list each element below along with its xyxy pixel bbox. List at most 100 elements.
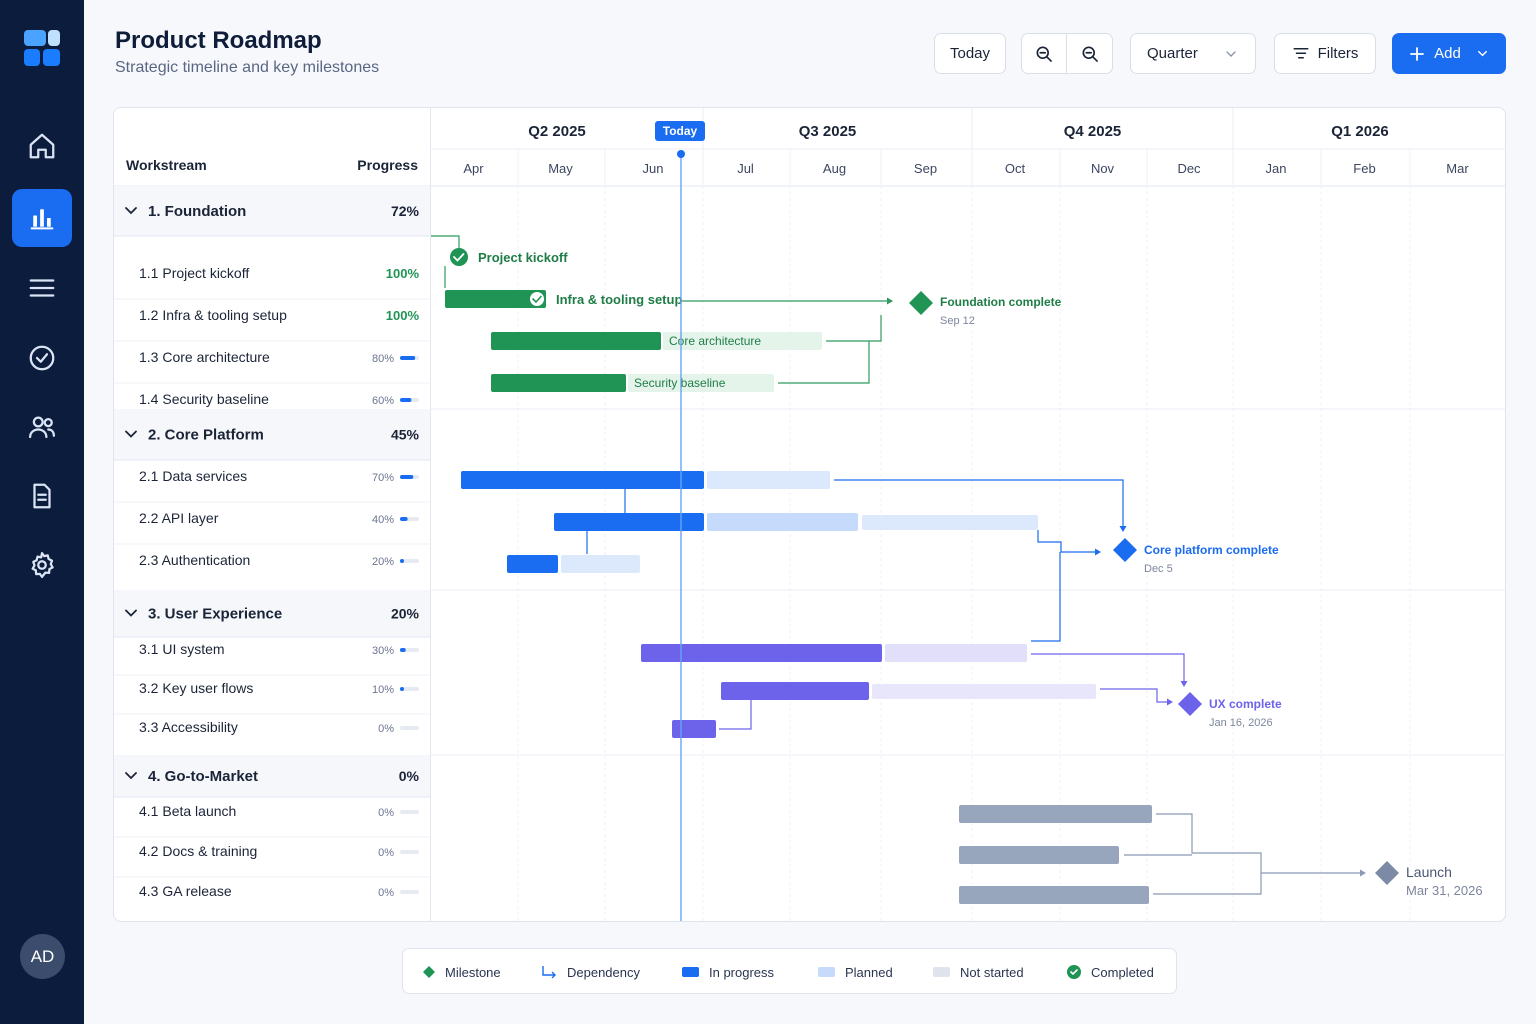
month-label: Feb [1353, 161, 1375, 176]
progress-fill [400, 559, 404, 563]
gantt-bar [672, 720, 716, 738]
task-label: 1.4 Security baseline [139, 391, 269, 407]
gantt-bar-planned [628, 374, 774, 392]
dependency-line [431, 235, 460, 248]
today-button[interactable]: Today [934, 33, 1006, 74]
group-row-bg [114, 409, 430, 460]
group-row-bg [114, 590, 430, 637]
nav-tasks[interactable] [12, 329, 72, 387]
milestone-label: Foundation complete [940, 295, 1062, 309]
legend-dependency: Dependency [541, 949, 640, 995]
gantt-bar-planned [872, 684, 1096, 699]
bar-label: Infra & tooling setup [556, 292, 682, 307]
group-row-bg [114, 755, 430, 797]
bar-label: Core architecture [669, 334, 761, 348]
list-icon [29, 279, 55, 297]
dependency-line [1031, 653, 1185, 681]
task-label: 3.1 UI system [139, 641, 225, 657]
task-progress: 40% [372, 514, 394, 526]
progress-fill [400, 356, 416, 360]
progress-track [400, 687, 419, 691]
group-row-bg [114, 186, 430, 236]
task-progress: 100% [386, 266, 420, 281]
check-circle-icon [1067, 965, 1081, 979]
task-label: 1.2 Infra & tooling setup [139, 307, 287, 323]
gantt-bar-planned [561, 555, 640, 573]
gantt-bar-planned [707, 471, 830, 489]
check-badge [530, 292, 544, 306]
gantt-bar-planned [862, 515, 1038, 530]
progress-track [400, 726, 419, 730]
chevron-down-icon [1226, 50, 1236, 57]
month-label: Oct [1005, 161, 1026, 176]
month-label: Jun [643, 161, 664, 176]
check-circle-icon [450, 248, 468, 266]
month-label: Aug [823, 161, 846, 176]
milestone-diamond [1375, 861, 1399, 885]
task-progress: 100% [386, 308, 420, 323]
gantt-bar [554, 513, 704, 531]
zoom-in-button[interactable] [1022, 34, 1068, 73]
period-select[interactable]: Quarter [1130, 33, 1256, 74]
quarter-label: Q1 2026 [1331, 123, 1389, 140]
gantt-bar-planned [663, 332, 822, 350]
nav-team[interactable] [12, 398, 72, 456]
user-avatar[interactable]: AD [20, 934, 65, 979]
progress-track [400, 850, 419, 854]
dependency-line [778, 341, 870, 384]
app-logo[interactable] [24, 30, 60, 66]
gantt-bar [445, 290, 546, 308]
task-progress: 80% [372, 353, 394, 365]
milestone-label: UX complete [1209, 697, 1282, 711]
task-progress: 0% [378, 887, 394, 899]
task-progress: 0% [378, 807, 394, 819]
task-label: 4.2 Docs & training [139, 843, 257, 859]
progress-track [400, 559, 419, 563]
filters-button[interactable]: Filters [1274, 33, 1376, 74]
zoom-out-button[interactable] [1067, 34, 1112, 73]
legend-completed: Completed [1067, 949, 1154, 995]
bar-label: Project kickoff [478, 250, 568, 265]
gantt-bar [959, 846, 1119, 864]
progress-header: Progress [357, 157, 418, 173]
milestone-label: Core platform complete [1144, 543, 1279, 557]
nav-docs[interactable] [12, 467, 72, 525]
check-circle-icon [29, 345, 55, 371]
page-title: Product Roadmap [115, 27, 322, 54]
zoom-out-icon [1082, 46, 1098, 62]
month-label: Jul [737, 161, 754, 176]
milestone-diamond [1178, 692, 1202, 716]
task-label: 1.1 Project kickoff [139, 265, 249, 281]
milestone-date: Jan 16, 2026 [1209, 717, 1273, 729]
dependency-line [1100, 688, 1167, 703]
month-label: May [548, 161, 573, 176]
quarter-label: Q2 2025 [528, 123, 586, 140]
chevron-down-icon [125, 207, 137, 215]
add-button[interactable]: Add [1392, 33, 1506, 74]
nav-settings[interactable] [12, 536, 72, 594]
legend-in-progress: In progress [682, 949, 774, 995]
milestone-date: Dec 5 [1144, 563, 1173, 575]
task-label: 1.3 Core architecture [139, 349, 270, 365]
gantt-bar [641, 644, 882, 662]
dependency-line [826, 315, 882, 342]
task-progress: 20% [372, 556, 394, 568]
add-label: Add [1434, 45, 1461, 62]
milestone-diamond [909, 291, 933, 315]
month-label: Sep [914, 161, 937, 176]
zoom-in-icon [1036, 46, 1052, 62]
milestone-label: Launch [1406, 864, 1452, 880]
settings-icon [31, 552, 54, 578]
dependency-line [834, 479, 1124, 526]
nav-list[interactable] [12, 259, 72, 317]
month-label: Mar [1446, 161, 1469, 176]
chevron-down-icon[interactable] [1475, 46, 1490, 61]
group-label: 1. Foundation [148, 203, 246, 220]
task-label: 4.1 Beta launch [139, 803, 236, 819]
gantt-bar [491, 332, 661, 350]
legend-planned: Planned [818, 949, 893, 995]
month-label: Jan [1266, 161, 1287, 176]
nav-home[interactable] [12, 117, 72, 175]
users-icon [29, 416, 55, 439]
nav-roadmap[interactable] [12, 189, 72, 247]
